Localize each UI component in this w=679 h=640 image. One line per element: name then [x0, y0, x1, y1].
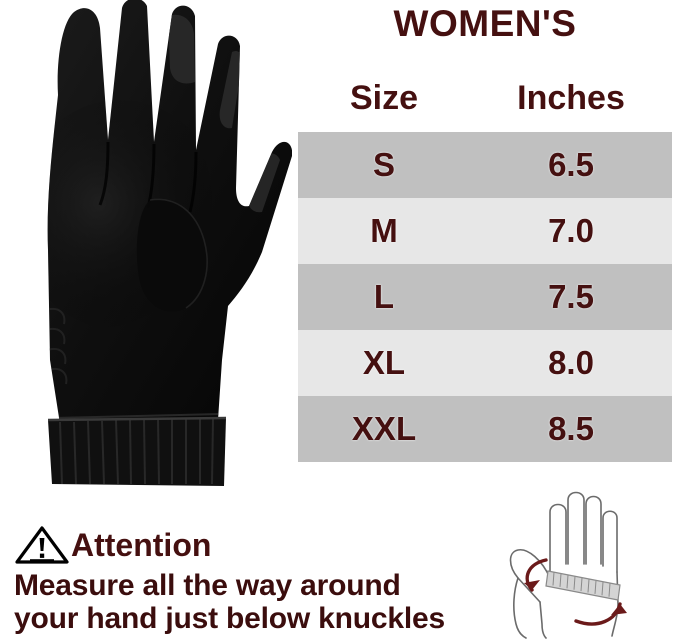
- cell-inches: 8.0: [470, 330, 672, 396]
- attention-label: Attention: [71, 527, 212, 563]
- attention-heading: Attention: [14, 524, 484, 566]
- table-header-row: Size Inches: [298, 70, 672, 126]
- table-row: XXL 8.5: [298, 396, 672, 462]
- cell-inches: 7.0: [470, 198, 672, 264]
- cell-inches: 7.5: [470, 264, 672, 330]
- cell-size: M: [298, 198, 471, 264]
- cell-size: XXL: [298, 396, 471, 462]
- table-row: M 7.0: [298, 198, 672, 264]
- column-header-size: Size: [349, 79, 419, 117]
- glove-photo: [0, 0, 292, 492]
- hand-measure-diagram: [492, 484, 672, 640]
- attention-note-line-1: Measure all the way around: [14, 569, 401, 602]
- warning-triangle-icon: [14, 525, 70, 565]
- cell-inches: 6.5: [470, 132, 672, 198]
- attention-note-line-2: your hand just below knuckles: [14, 602, 445, 635]
- table-row: L 7.5: [298, 264, 672, 330]
- cell-size: L: [298, 264, 471, 330]
- cell-inches: 8.5: [470, 396, 672, 462]
- table-row: XL 8.0: [298, 330, 672, 396]
- table-row: S 6.5: [298, 132, 672, 198]
- column-header-inches: Inches: [517, 79, 625, 117]
- page-title: WOMEN'S: [393, 3, 577, 44]
- cell-size: S: [298, 132, 471, 198]
- attention-block: Attention Measure all the way around you…: [14, 524, 484, 635]
- cell-size: XL: [298, 330, 471, 396]
- size-chart-table: S 6.5 M 7.0 L 7.5 XL 8.0 XXL 8.5: [298, 132, 672, 462]
